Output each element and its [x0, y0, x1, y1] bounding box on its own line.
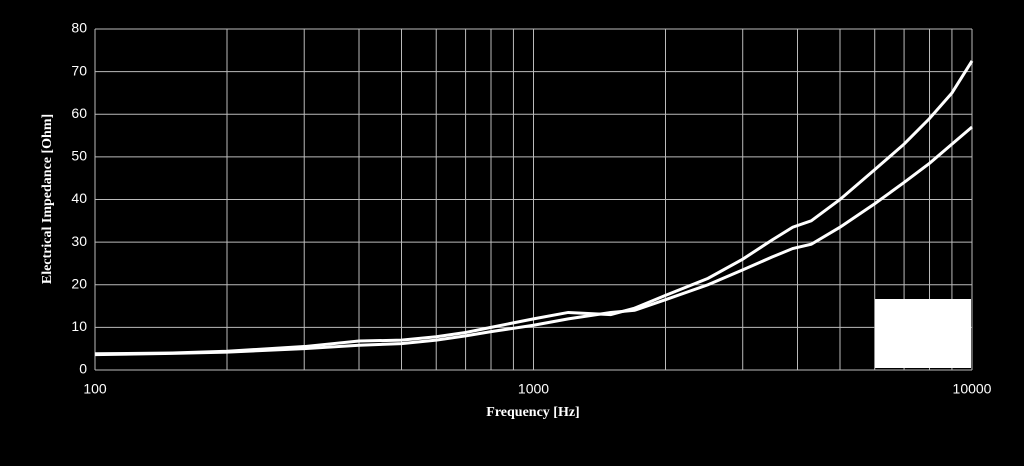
x-tick-label: 100 — [83, 381, 107, 397]
y-tick-label: 20 — [71, 275, 87, 291]
x-axis-title: Frequency [Hz] — [486, 405, 579, 420]
y-tick-label: 70 — [71, 62, 87, 78]
y-tick-label: 0 — [79, 361, 87, 377]
series-line — [94, 60, 974, 356]
legend-box — [875, 299, 971, 368]
y-tick-label: 60 — [71, 105, 87, 121]
y-tick-label: 30 — [71, 233, 87, 249]
x-tick-label: 10000 — [953, 381, 992, 397]
series-line — [94, 125, 973, 357]
y-tick-label: 10 — [71, 318, 87, 334]
y-tick-label: 80 — [71, 20, 87, 36]
y-axis-title: Electrical Impedance [Ohm] — [40, 114, 55, 284]
y-tick-label: 50 — [71, 148, 87, 164]
y-tick-label: 40 — [71, 190, 87, 206]
x-tick-label: 1000 — [518, 381, 549, 397]
